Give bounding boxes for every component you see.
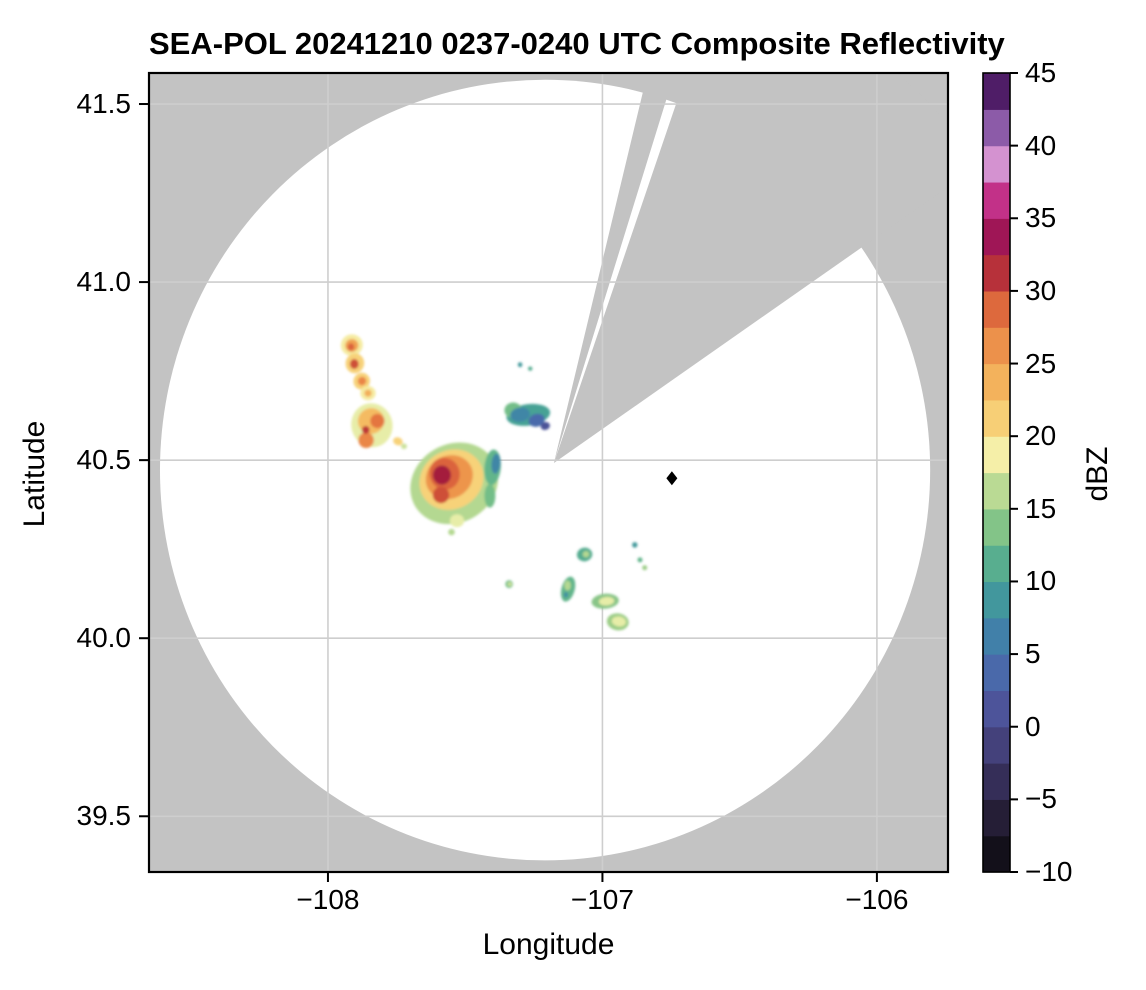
colorbar-tick-label: 30 bbox=[1025, 274, 1057, 306]
colorbar-band bbox=[983, 436, 1010, 474]
reflectivity-echo bbox=[528, 413, 545, 427]
reflectivity-echo bbox=[642, 565, 648, 571]
reflectivity-echo bbox=[632, 542, 638, 548]
colorbar-band bbox=[983, 617, 1010, 655]
colorbar-tick-label: 20 bbox=[1025, 420, 1057, 452]
colorbar-band bbox=[983, 835, 1010, 873]
reflectivity-echo bbox=[637, 557, 643, 563]
plot-title: SEA-POL 20241210 0237-0240 UTC Composite… bbox=[149, 26, 1005, 61]
y-tick-label: 41.0 bbox=[76, 266, 132, 298]
reflectivity-echo bbox=[598, 596, 615, 606]
reflectivity-echo bbox=[448, 528, 455, 536]
reflectivity-echo bbox=[364, 389, 372, 397]
x-tick-label: −108 bbox=[296, 884, 360, 915]
reflectivity-echo bbox=[611, 616, 626, 627]
colorbar-band bbox=[983, 472, 1010, 510]
reflectivity-echo bbox=[362, 426, 370, 434]
colorbar-band bbox=[983, 327, 1010, 365]
colorbar-band bbox=[983, 799, 1010, 837]
reflectivity-echo bbox=[507, 582, 512, 587]
x-tick-label: −106 bbox=[845, 884, 909, 915]
colorbar-band bbox=[983, 254, 1010, 292]
reflectivity-echo bbox=[449, 514, 465, 528]
colorbar-tick-label: 40 bbox=[1025, 129, 1057, 161]
colorbar-band bbox=[983, 763, 1010, 800]
x-tick-label: −107 bbox=[570, 884, 634, 915]
y-tick-label: 39.5 bbox=[76, 800, 132, 832]
colorbar-band bbox=[983, 399, 1010, 437]
colorbar-tick-label: 5 bbox=[1025, 638, 1041, 670]
colorbar-band bbox=[983, 109, 1010, 147]
x-axis-label: Longitude bbox=[482, 928, 615, 961]
colorbar-band bbox=[983, 654, 1010, 692]
reflectivity-echo bbox=[393, 437, 403, 446]
reflectivity-echo bbox=[484, 484, 496, 508]
colorbar-band bbox=[983, 218, 1010, 256]
reflectivity-echo bbox=[517, 362, 523, 368]
reflectivity-echo bbox=[528, 366, 533, 371]
reflectivity-echoes-group bbox=[340, 334, 648, 631]
colorbar-band bbox=[983, 290, 1010, 328]
colorbar-band bbox=[983, 181, 1010, 219]
reflectivity-echo bbox=[370, 413, 385, 429]
reflectivity-echo bbox=[347, 343, 355, 351]
colorbar-band bbox=[983, 690, 1010, 728]
colorbar-tick-label: 15 bbox=[1025, 492, 1057, 524]
reflectivity-echo bbox=[358, 432, 374, 449]
reflectivity-echo bbox=[582, 551, 590, 558]
colorbar-tick-label: −5 bbox=[1025, 783, 1057, 815]
colorbar-label: dBZ bbox=[1081, 446, 1114, 502]
reflectivity-echo bbox=[349, 359, 359, 369]
colorbar-band bbox=[983, 73, 1010, 110]
reflectivity-echo bbox=[491, 453, 501, 474]
reflectivity-echo bbox=[563, 592, 569, 598]
y-tick-label: 40.5 bbox=[76, 444, 132, 476]
reflectivity-echo bbox=[510, 407, 530, 422]
colorbar-band bbox=[983, 726, 1010, 764]
y-tick-label: 40.0 bbox=[76, 622, 132, 654]
reflectivity-echo bbox=[540, 421, 550, 431]
colorbar-band bbox=[983, 581, 1010, 619]
colorbar-tick-label: 25 bbox=[1025, 347, 1057, 379]
reflectivity-echo bbox=[432, 486, 450, 504]
reflectivity-echo bbox=[357, 376, 367, 386]
blocked-sector-1 bbox=[553, 73, 675, 463]
reflectivity-echo bbox=[432, 465, 451, 485]
blocked-sector-2 bbox=[553, 73, 948, 463]
axes-frame bbox=[147, 71, 950, 874]
colorbar-tick-label: 35 bbox=[1025, 202, 1057, 234]
colorbar-tick-label: 10 bbox=[1025, 565, 1057, 597]
colorbar-band bbox=[983, 145, 1010, 183]
colorbar-band bbox=[983, 545, 1010, 583]
plot-content-group bbox=[149, 73, 948, 872]
colorbar-tick-label: −10 bbox=[1025, 856, 1073, 887]
colorbar-tick-label: 0 bbox=[1025, 710, 1041, 742]
colorbar-band bbox=[983, 363, 1010, 401]
y-tick-label: 41.5 bbox=[76, 88, 132, 120]
site-marker-diamond bbox=[666, 471, 678, 486]
reflectivity-echo bbox=[401, 443, 407, 450]
colorbar-tick-label: 45 bbox=[1025, 57, 1057, 88]
colorbar-band bbox=[983, 508, 1010, 546]
colorbar-outline bbox=[982, 72, 1011, 873]
reflectivity-echo bbox=[564, 580, 571, 591]
